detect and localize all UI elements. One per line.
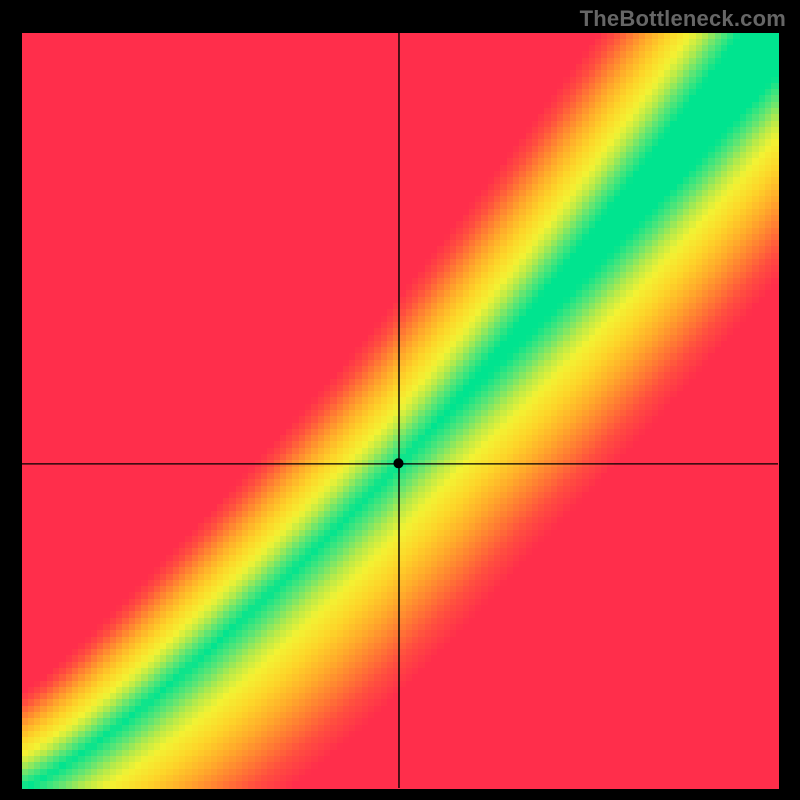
chart-container: TheBottleneck.com [0, 0, 800, 800]
bottleneck-heatmap [0, 0, 800, 800]
watermark-text: TheBottleneck.com [580, 6, 786, 32]
